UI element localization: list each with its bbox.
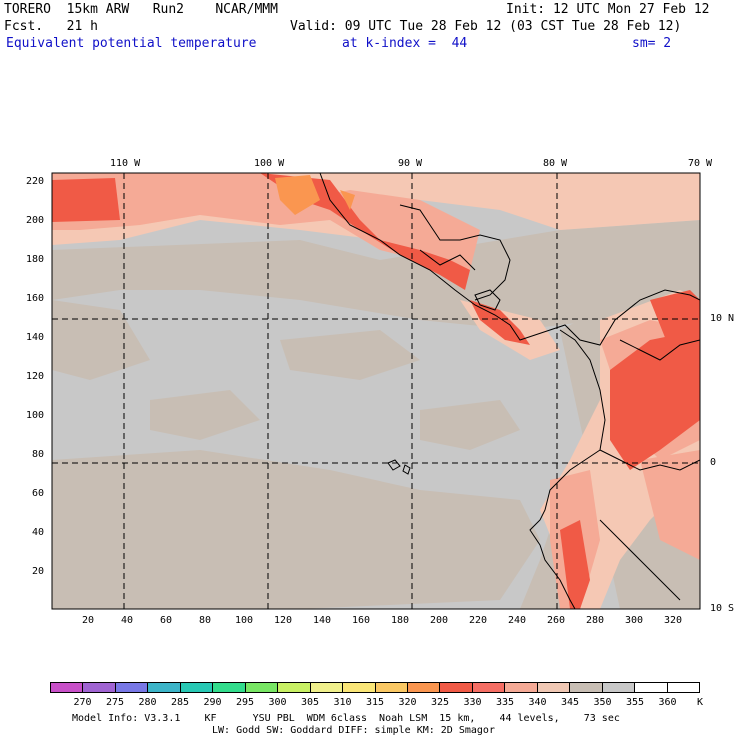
- orange-regions: [275, 175, 355, 215]
- y-tick: 120: [26, 371, 45, 382]
- colorbar-swatch: [569, 683, 602, 692]
- colorbar-swatch: [439, 683, 472, 692]
- level-index: at k-index = 44: [342, 36, 468, 51]
- lat-label: 10 S: [710, 603, 735, 614]
- colorbar-label: 360: [658, 697, 677, 708]
- init-time: Init: 12 UTC Mon 27 Feb 12: [506, 2, 710, 17]
- x-tick: 300: [625, 615, 644, 626]
- y-tick: 80: [32, 449, 45, 460]
- colorbar-label: 350: [593, 697, 612, 708]
- y-tick: 60: [32, 488, 45, 499]
- colorbar-swatch: [406, 683, 440, 692]
- colorbar-swatch: [309, 683, 343, 692]
- colorbar-label: 330: [463, 697, 482, 708]
- x-tick: 40: [121, 615, 134, 626]
- y-tick: 20: [32, 566, 45, 577]
- x-tick: 160: [352, 615, 371, 626]
- colorbar-swatch: [666, 683, 700, 692]
- smoothing: sm= 2: [632, 36, 672, 51]
- x-tick: 120: [274, 615, 293, 626]
- model-title: TORERO 15km ARW Run2 NCAR/MMM: [4, 2, 278, 17]
- x-tick: 80: [199, 615, 212, 626]
- x-tick: 100: [235, 615, 254, 626]
- colorbar-label: 300: [268, 697, 287, 708]
- y-tick: 40: [32, 527, 45, 538]
- colorbar-swatch: [634, 683, 667, 692]
- lon-label: 100 W: [254, 158, 285, 169]
- colorbar-swatch: [536, 683, 570, 692]
- colorbar-unit: K: [697, 697, 704, 708]
- model-info: Model Info: V3.3.1 KF YSU PBL WDM 6class…: [72, 713, 620, 724]
- colorbar-label: 355: [626, 697, 645, 708]
- colorbar-swatch: [244, 683, 278, 692]
- colorbar-label: 345: [561, 697, 580, 708]
- x-tick: 260: [547, 615, 566, 626]
- lon-label: 80 W: [543, 158, 568, 169]
- lon-label: 110 W: [110, 158, 141, 169]
- x-tick: 140: [313, 615, 332, 626]
- colorbar-label: 290: [203, 697, 222, 708]
- y-tick: 200: [26, 215, 45, 226]
- colorbar-label: 305: [301, 697, 320, 708]
- y-tick: 180: [26, 254, 45, 265]
- x-tick: 220: [469, 615, 488, 626]
- colorbar-label: 315: [366, 697, 385, 708]
- x-tick: 180: [391, 615, 410, 626]
- lon-label: 70 W: [688, 158, 713, 169]
- x-tick: 320: [664, 615, 683, 626]
- colorbar-swatch: [179, 683, 213, 692]
- x-tick: 280: [586, 615, 605, 626]
- colorbar-label: 280: [138, 697, 157, 708]
- colorbar-swatch: [212, 683, 245, 692]
- colorbar-label: 285: [171, 697, 190, 708]
- colorbar-label: 295: [236, 697, 255, 708]
- colorbar-swatch: [147, 683, 180, 692]
- colorbar-swatch: [504, 683, 537, 692]
- colorbar-swatch: [342, 683, 375, 692]
- valid-time: Valid: 09 UTC Tue 28 Feb 12 (03 CST Tue …: [290, 19, 682, 34]
- colorbar-label: 335: [496, 697, 515, 708]
- y-tick: 140: [26, 332, 45, 343]
- colorbar-label: 310: [333, 697, 352, 708]
- y-tick: 220: [26, 176, 45, 187]
- colorbar-label: 275: [106, 697, 125, 708]
- x-tick: 240: [508, 615, 527, 626]
- map-frame: [51, 172, 701, 610]
- x-tick: 20: [82, 615, 95, 626]
- colorbar-swatch: [51, 683, 83, 692]
- colorbar-swatch: [601, 683, 635, 692]
- temperature-field: [52, 173, 700, 609]
- colorbar-swatch: [471, 683, 505, 692]
- field-name: Equivalent potential temperature: [6, 36, 257, 51]
- colorbar-label: 340: [528, 697, 547, 708]
- lon-label: 90 W: [398, 158, 423, 169]
- x-tick: 200: [430, 615, 449, 626]
- colorbar-swatch: [114, 683, 148, 692]
- x-tick: 60: [160, 615, 173, 626]
- colorbar: [50, 682, 700, 693]
- colorbar-swatch: [374, 683, 407, 692]
- lat-label: 0: [710, 457, 717, 468]
- colorbar-label: 320: [398, 697, 417, 708]
- physics-info: LW: Godd SW: Goddard DIFF: simple KM: 2D…: [212, 725, 495, 736]
- lat-label: 10 N: [710, 313, 735, 324]
- y-tick: 100: [26, 410, 45, 421]
- colorbar-label: 325: [431, 697, 450, 708]
- colorbar-swatch: [277, 683, 310, 692]
- y-tick: 160: [26, 293, 45, 304]
- colorbar-label: 270: [73, 697, 92, 708]
- colorbar-swatch: [82, 683, 115, 692]
- grid-lines: [52, 173, 700, 609]
- forecast-hour: Fcst. 21 h: [4, 19, 98, 34]
- coastlines: [319, 173, 700, 609]
